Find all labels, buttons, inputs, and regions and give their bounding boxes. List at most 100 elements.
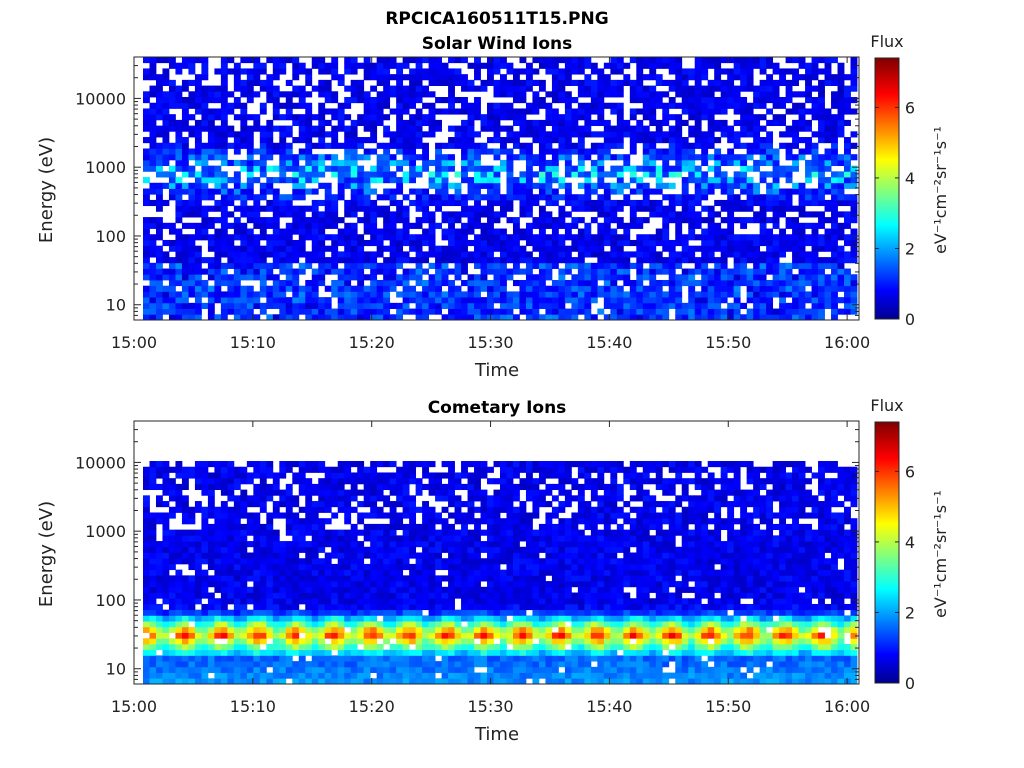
heatmap-cell — [324, 131, 332, 138]
heatmap-cell — [227, 257, 235, 264]
heatmap-cell — [779, 97, 786, 104]
heatmap-cell — [376, 262, 384, 269]
heatmap-cell — [363, 274, 371, 281]
heatmap-cell — [694, 222, 702, 229]
heatmap-cell — [662, 234, 670, 241]
heatmap-cell — [220, 546, 228, 553]
heatmap-cell — [831, 314, 838, 321]
heatmap-cell — [564, 165, 572, 172]
heatmap-cell — [662, 57, 670, 64]
heatmap-cell — [233, 245, 241, 252]
heatmap-cell — [266, 222, 274, 229]
heatmap-cell — [837, 274, 845, 281]
heatmap-cell — [623, 119, 631, 127]
heatmap-cell — [188, 251, 196, 258]
heatmap-cell — [246, 57, 254, 64]
heatmap-cell — [285, 495, 293, 502]
heatmap-cell — [279, 512, 287, 519]
heatmap-cell — [675, 302, 683, 309]
heatmap-cell — [805, 257, 812, 264]
heatmap-cell — [564, 154, 572, 161]
heatmap-cell — [285, 154, 293, 161]
heatmap-cell — [402, 297, 410, 304]
heatmap-cell — [597, 119, 605, 127]
heatmap-cell — [759, 222, 767, 229]
heatmap-cell — [493, 177, 501, 184]
heatmap-cell — [227, 535, 235, 542]
heatmap-cell — [694, 257, 702, 264]
heatmap-cell — [818, 234, 825, 241]
heatmap-cell — [285, 159, 293, 167]
heatmap-cell — [402, 137, 410, 144]
heatmap-cell — [318, 137, 326, 144]
heatmap-cell — [292, 154, 300, 161]
heatmap-cell — [318, 558, 326, 565]
heatmap-cell — [220, 125, 228, 132]
heatmap-cell — [707, 142, 715, 149]
heatmap-cell — [623, 62, 631, 69]
heatmap-cell — [233, 159, 241, 167]
heatmap-cell — [272, 643, 280, 651]
heatmap-cell — [428, 68, 436, 75]
heatmap-cell — [720, 199, 728, 207]
heatmap-cell — [201, 159, 209, 167]
heatmap-cell — [370, 199, 378, 207]
heatmap-cell — [668, 79, 676, 86]
heatmap-cell — [233, 68, 241, 75]
heatmap-cell — [311, 655, 319, 662]
heatmap-cell — [571, 125, 579, 132]
heatmap-cell — [143, 222, 150, 229]
heatmap-cell — [350, 297, 358, 304]
heatmap-cell — [493, 199, 501, 207]
heatmap-cell — [850, 171, 858, 178]
heatmap-cell — [707, 245, 715, 252]
heatmap-cell — [461, 131, 468, 138]
heatmap-cell — [487, 302, 494, 309]
heatmap-cell — [155, 291, 163, 298]
heatmap-cell — [461, 165, 468, 172]
heatmap-cell — [181, 615, 189, 622]
heatmap-cell — [337, 182, 345, 189]
heatmap-cell — [298, 598, 306, 605]
heatmap-cell — [500, 251, 507, 258]
heatmap-cell — [227, 529, 235, 536]
heatmap-cell — [525, 222, 533, 229]
heatmap-cell — [175, 142, 183, 149]
heatmap-cell — [714, 239, 722, 247]
heatmap-cell — [155, 154, 163, 161]
heatmap-cell — [155, 114, 163, 121]
heatmap-cell — [350, 239, 358, 247]
heatmap-cell — [240, 159, 248, 167]
heatmap-cell — [532, 102, 540, 109]
heatmap-cell — [506, 239, 514, 247]
heatmap-cell — [240, 297, 248, 304]
heatmap-cell — [240, 125, 248, 132]
heatmap-cell — [240, 308, 248, 315]
heatmap-cell — [188, 506, 196, 513]
heatmap-cell — [805, 234, 812, 241]
heatmap-cell — [487, 291, 494, 298]
heatmap-cell — [694, 68, 702, 75]
heatmap-cell — [344, 165, 352, 172]
heatmap-cell — [357, 62, 365, 69]
heatmap-cell — [240, 541, 248, 548]
heatmap-cell — [746, 57, 754, 64]
heatmap-cell — [662, 62, 670, 69]
heatmap-cell — [207, 478, 215, 485]
heatmap-cell — [337, 239, 345, 247]
heatmap-cell — [298, 68, 306, 75]
heatmap-cell — [240, 245, 248, 252]
heatmap-cell — [519, 91, 527, 98]
heatmap-cell — [272, 546, 280, 553]
heatmap-cell — [311, 541, 319, 548]
heatmap-cell — [675, 217, 683, 224]
heatmap-cell — [376, 97, 384, 104]
heatmap-cell — [162, 615, 170, 622]
heatmap-cell — [850, 142, 858, 149]
heatmap-cell — [246, 609, 254, 616]
heatmap-cell — [370, 74, 378, 81]
heatmap-cell — [324, 142, 332, 149]
heatmap-cell — [240, 211, 248, 218]
heatmap-cell — [168, 598, 176, 605]
heatmap-cell — [688, 177, 696, 184]
